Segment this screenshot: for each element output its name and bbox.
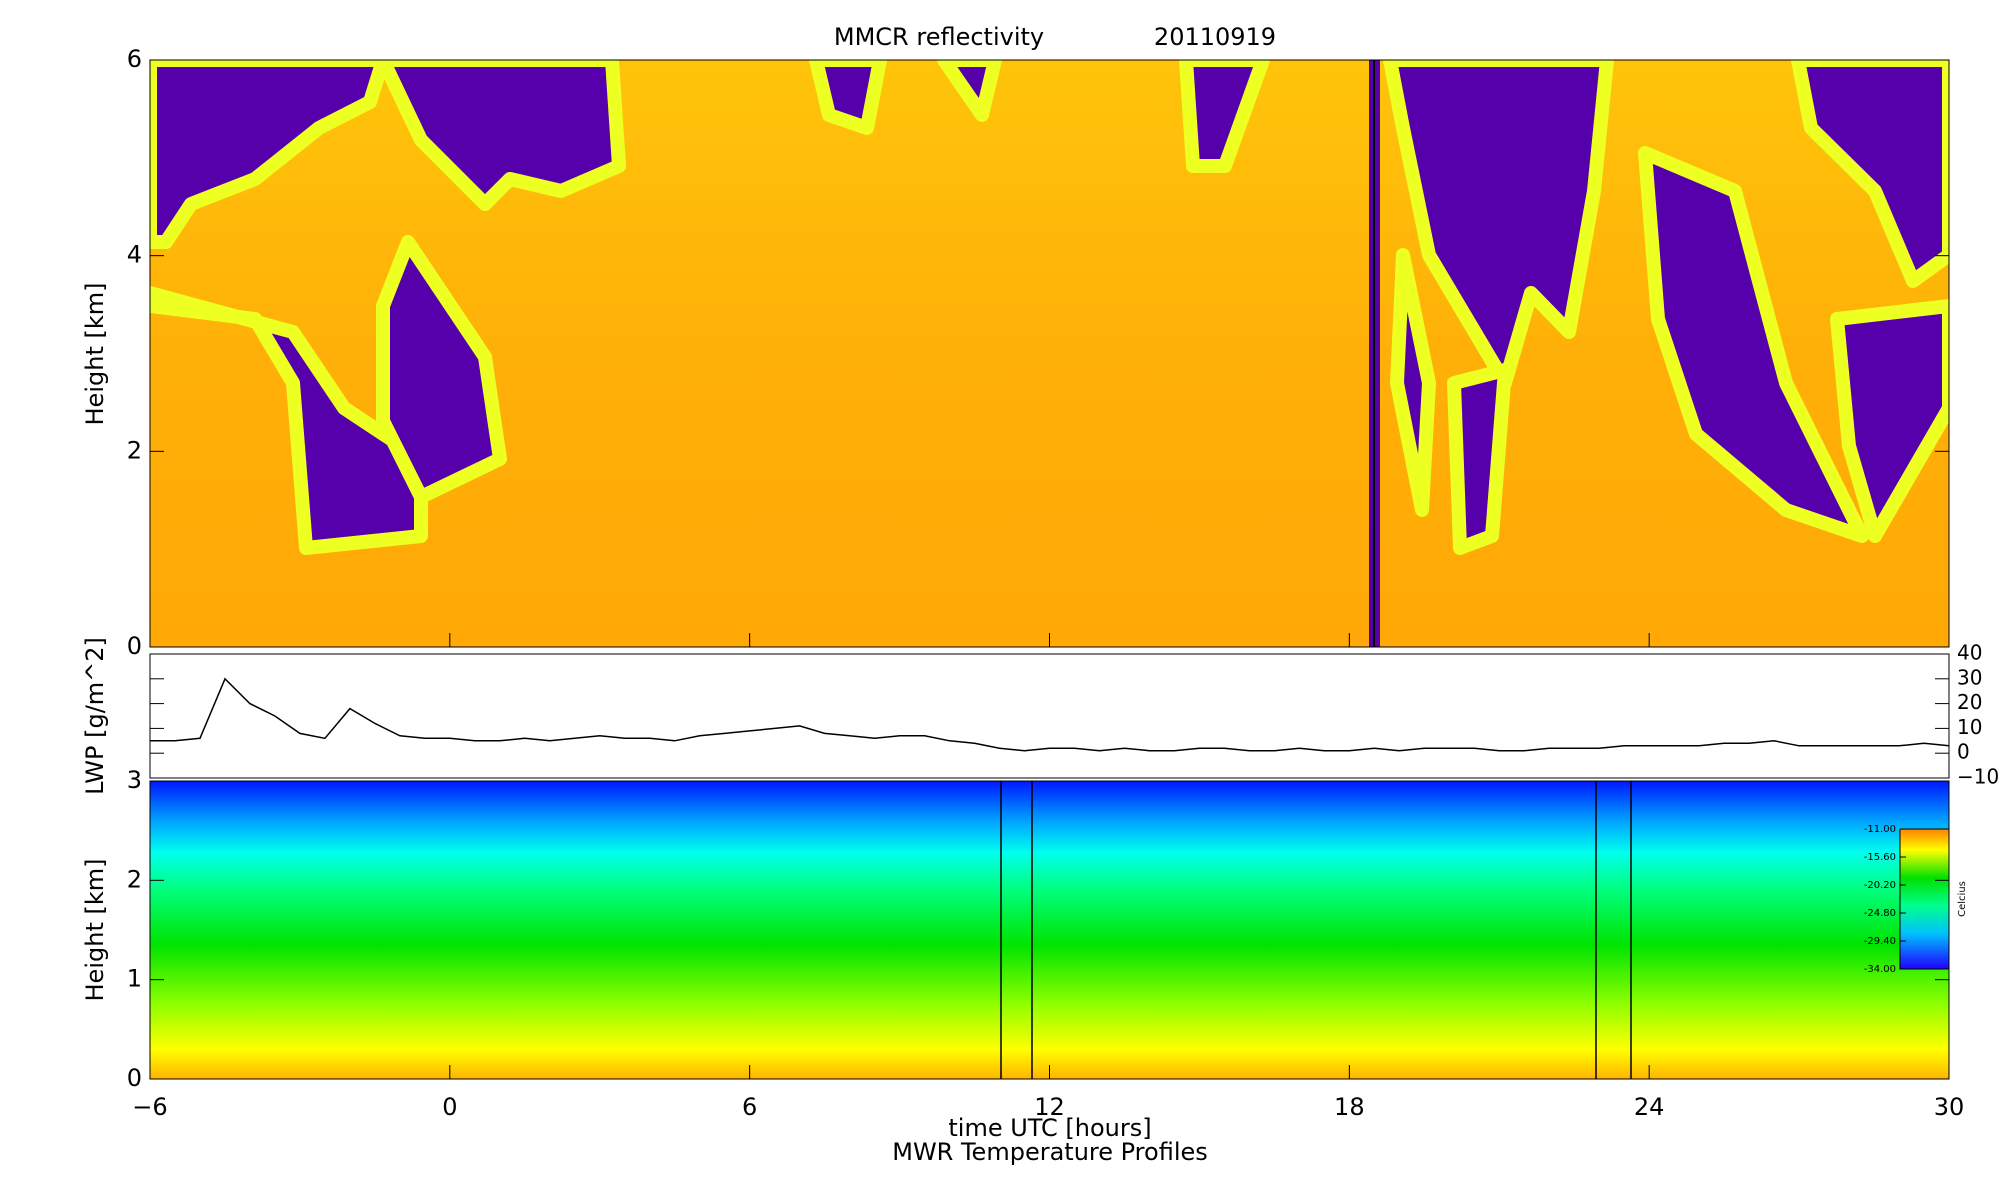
y-tick-label: 0 <box>127 632 142 660</box>
y-tick-label: 2 <box>127 436 142 464</box>
y-tick-label: 10 <box>1957 715 1982 739</box>
colorbar-tick-label: -29.40 <box>1864 936 1896 947</box>
x-tick-label: 18 <box>1334 1093 1365 1121</box>
lwp-line <box>150 677 1950 752</box>
chart-title: MMCR reflectivity <box>834 23 1044 51</box>
y-axis-label: Height [km] <box>81 859 109 1002</box>
x-tick-label: 24 <box>1634 1093 1665 1121</box>
x-tick-label: 6 <box>742 1093 757 1121</box>
x-tick-label: 30 <box>1934 1093 1965 1121</box>
y-tick-label: 4 <box>127 241 142 269</box>
y-tick-label: 30 <box>1957 665 1982 689</box>
x-tick-label: 0 <box>442 1093 457 1121</box>
data-gaps <box>1000 781 1632 1079</box>
y-tick-label: 20 <box>1957 690 1982 714</box>
colorbar-tick-label: -34.00 <box>1864 964 1896 975</box>
reflectivity-field <box>150 60 1949 647</box>
panel-title: MWR Temperature Profiles <box>892 1138 1208 1166</box>
panel-frame <box>149 653 1950 779</box>
colorbar-tick-label: -15.60 <box>1864 852 1896 863</box>
colorbar-tick-label: -24.80 <box>1864 908 1896 919</box>
y-axis-label: Height [km] <box>81 283 109 426</box>
y-tick-label: 3 <box>127 766 142 794</box>
colorbar-tick-label: -20.20 <box>1864 880 1896 891</box>
y-tick-label: 2 <box>127 865 142 893</box>
temperature-field <box>149 780 1950 1080</box>
y-tick-label: 1 <box>127 965 142 993</box>
y-tick-label: 0 <box>1957 740 1970 764</box>
y-axis-label: LWP [g/m^2] <box>81 637 109 795</box>
x-tick-label: −6 <box>132 1093 167 1121</box>
colorbar-label: Celcius <box>1957 881 1968 917</box>
x-tick-label: 12 <box>1034 1093 1065 1121</box>
y-tick-label: 40 <box>1957 641 1982 665</box>
chart-date: 20110919 <box>1154 23 1276 51</box>
colorbar <box>1899 828 1950 970</box>
x-axis-label: time UTC [hours] <box>948 1114 1151 1142</box>
y-tick-label: 6 <box>127 45 142 73</box>
y-tick-label: −10 <box>1957 765 1999 789</box>
colorbar-tick-label: -11.00 <box>1864 824 1896 835</box>
y-tick-label: 0 <box>127 1064 142 1092</box>
